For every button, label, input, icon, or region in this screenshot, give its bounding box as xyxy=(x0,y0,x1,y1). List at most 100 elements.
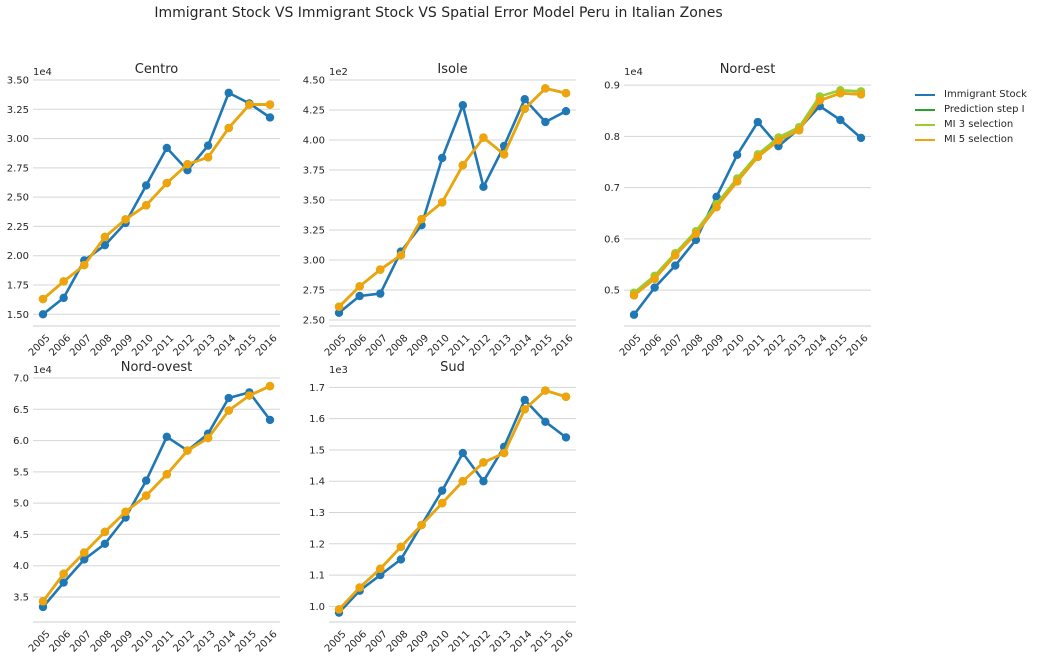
data-point xyxy=(59,578,68,587)
y-tick-label: 2.50 xyxy=(7,193,29,204)
y-tick-label: 0.8 xyxy=(604,132,620,143)
x-tick-label: 2016 xyxy=(254,333,280,359)
data-point xyxy=(520,104,529,114)
x-tick-label: 2008 xyxy=(385,333,411,359)
legend-swatch xyxy=(915,138,935,141)
data-point xyxy=(499,448,509,458)
data-point xyxy=(224,88,233,98)
data-point xyxy=(203,153,213,162)
data-point xyxy=(712,202,721,212)
x-tick-label: 2010 xyxy=(426,629,452,655)
data-point xyxy=(38,310,48,319)
y-tick-label: 3.25 xyxy=(303,226,325,237)
data-point xyxy=(355,583,364,592)
y-tick-label: 1.7 xyxy=(309,383,325,394)
x-tick-label: 2016 xyxy=(550,629,576,655)
data-point xyxy=(334,308,344,317)
data-point xyxy=(121,507,130,517)
data-point xyxy=(712,192,721,202)
subplot-title: Isole xyxy=(437,62,467,77)
x-tick-label: 2009 xyxy=(405,333,431,359)
data-point xyxy=(629,310,639,319)
x-tick-label: 2011 xyxy=(151,333,177,359)
x-tick-label: 2005 xyxy=(323,333,349,359)
x-tick-label: 2005 xyxy=(323,629,349,655)
x-tick-label: 2016 xyxy=(254,629,280,655)
data-point xyxy=(203,433,213,443)
legend-swatch xyxy=(915,123,935,126)
data-point xyxy=(836,115,845,125)
data-point xyxy=(396,555,406,564)
subplot-title: Nord-est xyxy=(720,62,776,77)
y-tick-label: 1.1 xyxy=(309,571,325,582)
x-tick-label: 2007 xyxy=(68,333,94,359)
y-tick-label: 4.25 xyxy=(303,106,325,117)
data-point xyxy=(499,150,509,159)
data-point xyxy=(183,160,192,169)
data-point xyxy=(671,251,680,260)
data-point xyxy=(245,100,254,109)
data-point xyxy=(59,277,68,286)
data-point xyxy=(376,564,385,574)
x-tick-label: 2014 xyxy=(213,629,239,655)
data-point xyxy=(38,294,48,304)
series-line-immigrant-stock xyxy=(632,104,862,316)
data-point xyxy=(396,542,406,552)
x-tick-label: 2015 xyxy=(233,333,259,359)
legend-label: MI 3 selection xyxy=(944,119,1014,130)
x-tick-label: 2013 xyxy=(783,333,809,359)
x-tick-label: 2007 xyxy=(659,333,685,359)
x-tick-label: 2010 xyxy=(130,629,156,655)
y-tick-label: 5.0 xyxy=(13,499,29,510)
subplot-title: Nord-ovest xyxy=(121,360,193,375)
x-tick-label: 2012 xyxy=(762,333,788,359)
data-point xyxy=(479,458,488,467)
x-tick-label: 2010 xyxy=(426,333,452,359)
data-point xyxy=(59,569,68,579)
y-tick-label: 1.50 xyxy=(7,310,29,321)
data-point xyxy=(224,123,233,133)
data-point xyxy=(561,89,571,98)
subplot-nord-est: 0.50.60.70.80.92005200620072008200920102… xyxy=(604,62,871,359)
y-tick-label: 5.5 xyxy=(13,467,29,478)
x-tick-label: 2010 xyxy=(130,333,156,359)
y-tick-label: 1.5 xyxy=(309,445,325,456)
data-point xyxy=(100,527,110,537)
x-tick-label: 2006 xyxy=(48,333,74,359)
data-point xyxy=(458,477,468,486)
x-tick-label: 2009 xyxy=(109,333,135,359)
data-point xyxy=(38,597,48,606)
x-tick-label: 2016 xyxy=(845,333,871,359)
series-line-mi-5-selection xyxy=(41,384,271,603)
data-point xyxy=(520,95,529,104)
y-tick-label: 7.0 xyxy=(13,374,29,385)
data-point xyxy=(437,486,447,495)
data-point xyxy=(732,177,742,186)
series-line-mi-5-selection xyxy=(338,389,567,611)
data-point xyxy=(815,96,824,105)
data-point xyxy=(794,126,804,135)
x-tick-label: 2012 xyxy=(171,333,197,359)
x-tick-label: 2008 xyxy=(385,629,411,655)
data-point xyxy=(541,417,550,426)
y-tick-label: 4.5 xyxy=(13,530,29,541)
series-line-mi-5-selection xyxy=(633,92,862,297)
series-line-mi-5-selection xyxy=(338,87,567,308)
y-tick-label: 2.00 xyxy=(7,251,29,262)
x-tick-label: 2011 xyxy=(742,333,768,359)
axis-multiplier: 1e2 xyxy=(329,67,348,78)
data-point xyxy=(629,291,639,300)
data-point xyxy=(376,570,385,580)
x-tick-label: 2013 xyxy=(192,629,218,655)
series-line-immigrant-stock xyxy=(338,398,567,614)
y-tick-label: 6.0 xyxy=(13,436,29,447)
data-point xyxy=(458,448,468,458)
y-tick-label: 3.00 xyxy=(7,134,29,145)
data-point xyxy=(121,215,130,224)
x-tick-label: 2008 xyxy=(89,333,115,359)
y-tick-label: 0.9 xyxy=(604,81,620,92)
data-point xyxy=(141,181,151,190)
data-point xyxy=(774,136,783,145)
x-tick-label: 2015 xyxy=(233,629,259,655)
